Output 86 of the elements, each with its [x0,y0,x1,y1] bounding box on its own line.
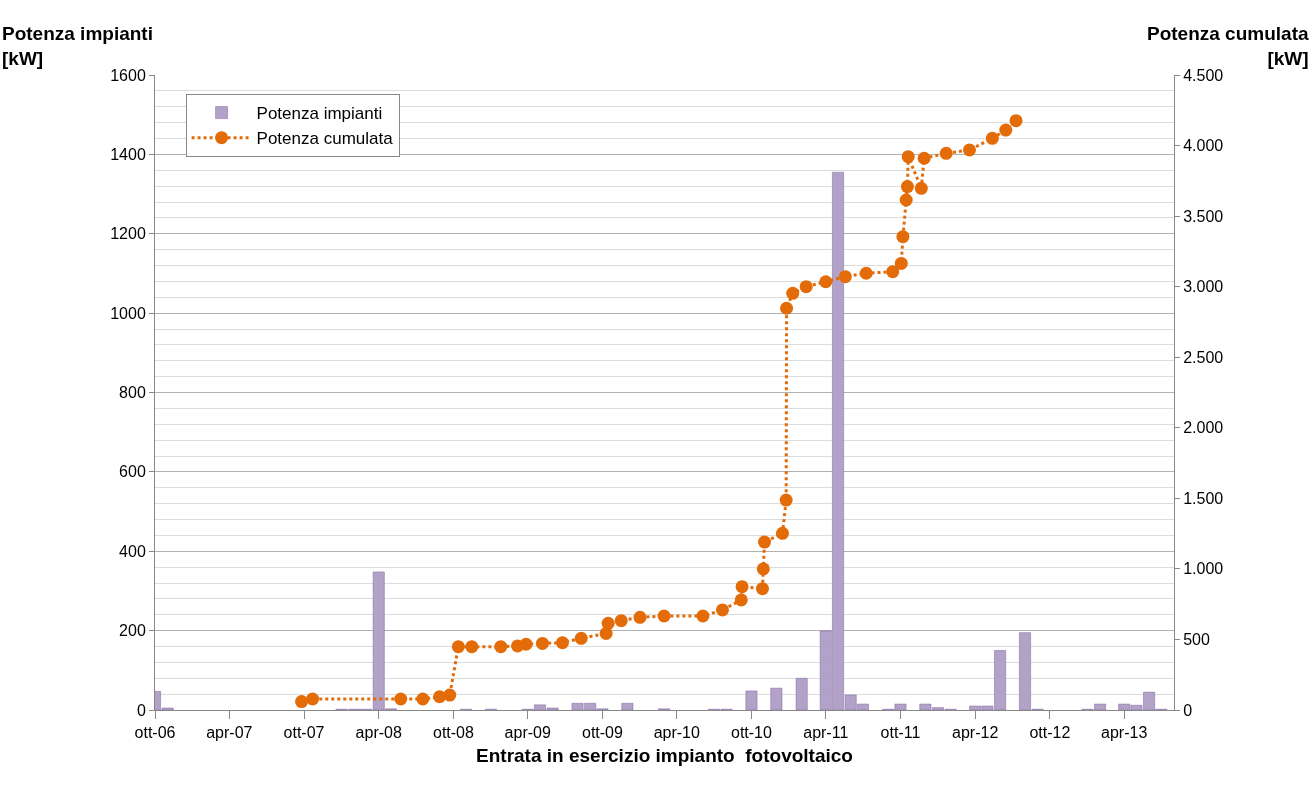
point [1009,114,1023,128]
bar [745,690,758,710]
point [779,493,793,507]
point [465,640,479,654]
x-tick-label: ott-12 [1029,724,1071,742]
y2-tick-label: 500 [1183,631,1210,649]
point [886,265,900,279]
point [962,143,976,157]
y2-tick-label: 1.000 [1183,560,1224,578]
y2-tick-label: 3.000 [1183,278,1224,296]
y2-tick-label: 0 [1183,701,1193,719]
point [894,256,908,270]
y-tick-label: 200 [119,622,146,640]
point [494,640,508,654]
point [574,631,588,645]
x-tick-label: apr-13 [1101,724,1148,742]
bar [621,703,634,710]
y2-axis-title: Potenza cumulata [kW] [1147,23,1309,69]
point [755,582,769,596]
x-axis-title: Entrata in esercizio impianto fotovoltaico [476,745,853,766]
y2-tick-label: 4.500 [1183,66,1224,84]
point [394,692,408,706]
y2-tick-label: 4.000 [1183,137,1224,155]
bar [795,678,808,710]
point [735,580,749,594]
point [451,640,465,654]
point [715,603,729,617]
point [657,609,671,623]
x-tick-label: ott-10 [731,724,773,742]
point [914,181,928,195]
x-tick-label: apr-07 [206,724,253,742]
y2-tick-label: 1.500 [1183,489,1224,507]
point [819,275,833,289]
point [535,636,549,650]
point [899,193,913,207]
point [443,688,457,702]
y-tick-label: 1400 [110,145,146,163]
y-tick-label: 800 [119,384,146,402]
x-tick-label: ott-06 [134,724,176,742]
y-tick-label: 1000 [110,304,146,322]
point [519,637,533,651]
y-tick-label: 1600 [110,66,146,84]
y-tick-label: 0 [136,701,146,719]
point [756,562,770,576]
y-tick-label: 600 [119,463,146,481]
legend-label: Potenza cumulata [256,129,394,149]
point [416,692,430,706]
legend-label: Potenza impianti [256,104,383,124]
point [985,131,999,145]
x-tick-label: apr-11 [803,724,849,742]
point [633,610,647,624]
x-tick-label: apr-12 [952,724,999,742]
point [758,535,772,549]
x-tick-label: apr-08 [355,724,402,742]
point [776,526,789,540]
point [601,616,615,630]
point [799,280,813,294]
y2-tick-label: 2.500 [1183,348,1224,366]
point [696,609,710,623]
y-axis-title: Potenza impianti [kW] [2,23,153,69]
x-tick-label: ott-08 [432,724,474,742]
point [295,695,309,709]
x-tick-label: ott-09 [581,724,623,742]
point [555,636,569,650]
point [917,151,931,165]
point [306,692,320,706]
point [999,123,1013,137]
point [614,614,628,628]
x-tick-label: ott-07 [283,724,325,742]
point [939,146,953,160]
x-tick-label: ott-11 [880,724,921,742]
y2-tick-label: 2.000 [1183,419,1224,437]
bar [770,687,783,710]
y-tick-label: 1200 [110,225,146,243]
point [859,266,873,280]
y-tick-label: 400 [119,542,146,560]
point [896,230,910,244]
x-tick-label: apr-10 [653,724,700,742]
point [900,180,914,194]
point [734,593,748,607]
point [780,301,794,315]
point [901,150,915,164]
y2-tick-label: 3.500 [1183,207,1224,225]
point [838,270,852,284]
point [786,286,800,300]
x-tick-label: apr-09 [504,724,551,742]
